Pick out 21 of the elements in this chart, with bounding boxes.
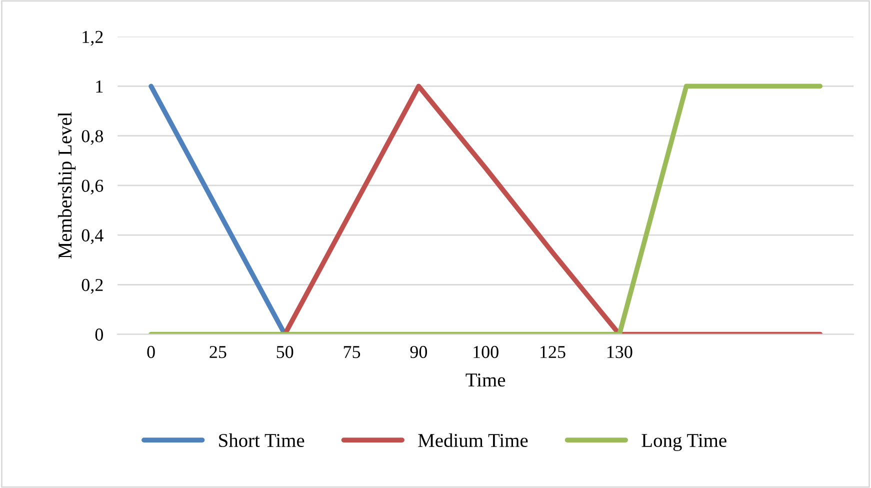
- y-tick-label: 0,4: [82, 229, 104, 244]
- y-tick-label: 0,6: [82, 180, 104, 194]
- y-tick-label: 0: [95, 328, 104, 341]
- y-tick-label: 0,8: [82, 130, 104, 145]
- y-tick-label: 1,2: [82, 30, 103, 46]
- x-axis-title: Time: [466, 373, 506, 387]
- legend-label: Medium Time: [418, 433, 528, 448]
- legend-label: Long Time: [642, 434, 726, 452]
- x-tick-label: 75: [344, 346, 360, 358]
- x-tick-label: 90: [410, 346, 428, 358]
- legend-label: Short Time: [219, 433, 304, 448]
- x-tick-label: 0: [147, 346, 155, 358]
- x-tick-label: 50: [276, 346, 294, 358]
- y-tick-label: 1: [96, 80, 103, 92]
- x-tick-label: 25: [210, 346, 226, 358]
- y-axis-title: Membership Level: [58, 112, 76, 259]
- x-tick-label: 130: [607, 346, 632, 358]
- x-tick-label: 125: [540, 346, 566, 358]
- x-tick-label: 100: [474, 346, 498, 358]
- line-series: [282, 84, 823, 334]
- y-tick-label: 0,2: [82, 278, 103, 294]
